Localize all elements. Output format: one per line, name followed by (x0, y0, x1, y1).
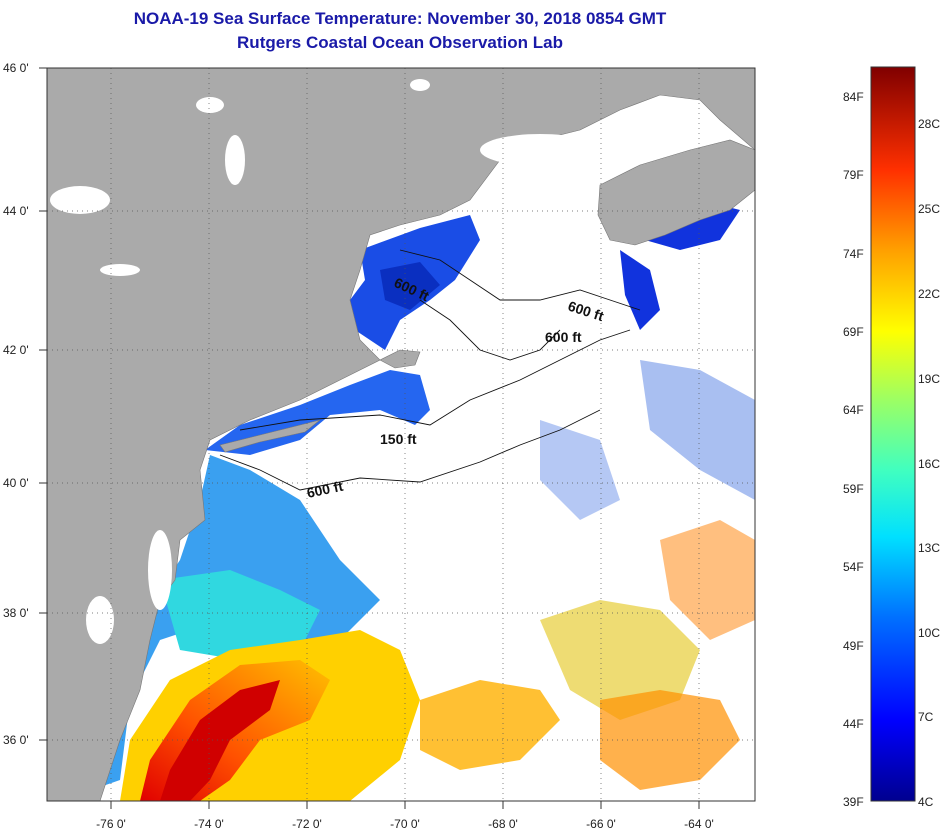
contour-label: 150 ft (380, 431, 417, 447)
colorbar-celsius-labels: 28C 25C 22C 19C 16C 13C 10C 7C 4C (918, 117, 940, 809)
lon-label: -74 0' (194, 817, 224, 831)
lat-label: 36 0' (3, 733, 29, 747)
lon-label: -72 0' (292, 817, 322, 831)
colorbar-f-label: 49F (843, 639, 864, 653)
colorbar-c-label: 7C (918, 710, 934, 724)
lon-label: -70 0' (390, 817, 420, 831)
graticule (47, 68, 755, 801)
colorbar-f-label: 44F (843, 717, 864, 731)
colorbar-f-label: 59F (843, 482, 864, 496)
contour-label: 600 ft (305, 478, 344, 501)
colorbar-c-label: 10C (918, 626, 940, 640)
lat-label: 42 0' (3, 343, 29, 357)
colorbar (870, 66, 916, 802)
lat-label: 38 0' (3, 606, 29, 620)
bathymetry-contours (219, 249, 641, 491)
lon-label: -76 0' (96, 817, 126, 831)
colorbar-c-label: 13C (918, 541, 940, 555)
colorbar-c-label: 16C (918, 457, 940, 471)
colorbar-fahrenheit-labels: 84F 79F 74F 69F 64F 59F 54F 49F 44F 39F (843, 90, 864, 809)
colorbar-c-label: 22C (918, 287, 940, 301)
lat-label: 46 0' (3, 61, 29, 75)
contour-label: 600 ft (545, 329, 582, 345)
colorbar-c-label: 25C (918, 202, 940, 216)
colorbar-f-label: 64F (843, 403, 864, 417)
land-layer (47, 68, 755, 801)
colorbar-f-label: 54F (843, 560, 864, 574)
lat-label: 40 0' (3, 476, 29, 490)
colorbar-c-label: 19C (918, 372, 940, 386)
colorbar-c-label: 28C (918, 117, 940, 131)
map-title: NOAA-19 Sea Surface Temperature: Novembe… (133, 9, 667, 28)
tick-marks (39, 67, 700, 809)
lon-label: -66 0' (586, 817, 616, 831)
colorbar-f-label: 74F (843, 247, 864, 261)
lat-label: 44 0' (3, 204, 29, 218)
colorbar-f-label: 84F (843, 90, 864, 104)
map-subtitle: Rutgers Coastal Ocean Observation Lab (237, 33, 563, 52)
lon-label: -68 0' (488, 817, 518, 831)
plot-frame (46, 67, 756, 802)
colorbar-f-label: 39F (843, 795, 864, 809)
lon-label: -64 0' (684, 817, 714, 831)
colorbar-f-label: 79F (843, 168, 864, 182)
colorbar-c-label: 4C (918, 795, 934, 809)
cloud-on-land (50, 79, 600, 644)
lon-labels: -76 0' -74 0' -72 0' -70 0' -68 0' -66 0… (96, 817, 714, 831)
colorbar-f-label: 69F (843, 325, 864, 339)
lat-labels: 46 0' 44 0' 42 0' 40 0' 38 0' 36 0' (3, 61, 29, 747)
sst-data-layer (60, 200, 755, 801)
